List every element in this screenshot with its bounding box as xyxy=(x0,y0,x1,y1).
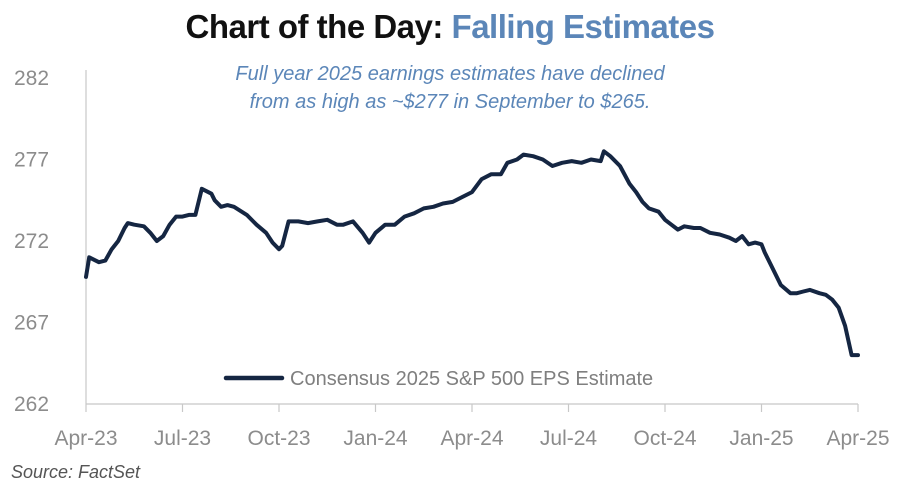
chart-title-prefix: Chart of the Day: xyxy=(185,8,444,45)
y-tick-label: 267 xyxy=(14,312,49,335)
chart-title: Chart of the Day: Falling Estimates xyxy=(0,8,900,46)
source-note: Source: FactSet xyxy=(11,462,141,482)
x-axis-ticks: Apr-23 Jul-23 Oct-23 Jan-24 Apr-24 Jul-24 Oct-… xyxy=(54,404,890,450)
y-tick-label: 272 xyxy=(14,230,49,253)
series-group xyxy=(84,149,860,358)
annotation-line: Full year 2025 earnings estimates have d… xyxy=(235,63,665,85)
legend-label: Consensus 2025 S&P 500 EPS Estimate xyxy=(290,368,653,390)
x-tick-label: Jul-24 xyxy=(540,427,598,450)
x-tick-label: Apr-23 xyxy=(54,427,117,450)
x-tick-label: Jul-23 xyxy=(154,427,211,450)
x-tick-label: Apr-25 xyxy=(826,427,889,450)
chart-annotation: Full year 2025 earnings estimates have d… xyxy=(235,63,665,113)
x-tick-label: Oct-24 xyxy=(633,427,696,450)
x-tick-label: Oct-23 xyxy=(247,427,310,450)
y-tick-label: 277 xyxy=(14,149,49,172)
chart-legend: Consensus 2025 S&P 500 EPS Estimate xyxy=(223,368,653,390)
y-tick-label: 262 xyxy=(14,393,49,416)
y-tick-label: 282 xyxy=(14,67,49,90)
chart-title-accent: Falling Estimates xyxy=(451,8,715,45)
annotation-line: from as high as ~$277 in September to $2… xyxy=(250,91,651,113)
series-line-eps-estimate xyxy=(84,149,860,358)
x-tick-label: Jan-24 xyxy=(343,427,408,450)
x-tick-label: Jan-25 xyxy=(729,427,793,450)
x-tick-label: Apr-24 xyxy=(440,427,503,450)
y-axis-ticks: 262 267 272 277 282 xyxy=(14,67,49,416)
